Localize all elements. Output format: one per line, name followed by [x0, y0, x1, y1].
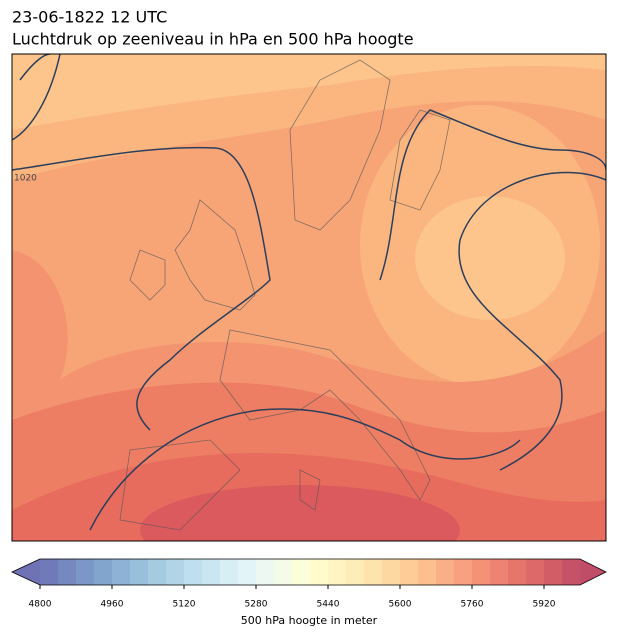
colorbar-segment: [220, 559, 239, 585]
colorbar-segment: [166, 559, 185, 585]
colorbar-segment: [544, 559, 563, 585]
colorbar-segment: [58, 559, 77, 585]
tick-label: 5280: [245, 600, 268, 610]
colorbar-segment: [274, 559, 293, 585]
colorbar-segment: [238, 559, 257, 585]
map-frame: [11, 53, 607, 542]
colorbar-extend: [580, 559, 606, 585]
colorbar-segment: [310, 559, 329, 585]
colorbar-segment: [328, 559, 347, 585]
colorbar-frame: [11, 558, 607, 586]
tick-label: 4960: [101, 600, 124, 610]
colorbar: 4800 4960 5120 5280 5440 5600 5760 5920: [11, 558, 607, 610]
colorbar-segment: [76, 559, 95, 585]
field: [12, 54, 606, 130]
contour-label: 1020: [14, 174, 37, 184]
colorbar-segment: [508, 559, 527, 585]
colorbar-segment: [490, 559, 509, 585]
colorbar-segment: [112, 559, 131, 585]
colorbar-extend: [12, 559, 40, 585]
title: 23-06-1822 12 UTC: [12, 8, 167, 27]
field: [415, 196, 565, 320]
colorbar-segment: [292, 559, 311, 585]
colorbar-segment: [454, 559, 473, 585]
colorbar-segment: [148, 559, 167, 585]
colorbar-segment: [256, 559, 275, 585]
colorbar-segment: [130, 559, 149, 585]
tick-label: 5440: [317, 600, 340, 610]
colorbar-segment: [382, 559, 401, 585]
colorbar-segment: [562, 559, 581, 585]
colorbar-segment: [202, 559, 221, 585]
tick-label: 5760: [461, 600, 484, 610]
field: [140, 485, 460, 541]
colorbar-label: 500 hPa hoogte in meter: [241, 614, 378, 627]
colorbar-segment: [472, 559, 491, 585]
colorbar-segment: [436, 559, 455, 585]
colorbar-segment: [418, 559, 437, 585]
colorbar-segment: [94, 559, 113, 585]
colorbar-segment: [364, 559, 383, 585]
tick-label: 4800: [29, 600, 52, 610]
tick-label: 5600: [389, 600, 412, 610]
coastlines: [119, 59, 451, 531]
colorbar-segment: [400, 559, 419, 585]
tick-label: 5120: [173, 600, 196, 610]
tick-label: 5920: [533, 600, 556, 610]
colorbar-segment: [184, 559, 203, 585]
colorbar-segment: [526, 559, 545, 585]
subtitle: Luchtdruk op zeeniveau in hPa en 500 hPa…: [12, 30, 414, 49]
map: 1020: [12, 54, 606, 541]
colorbar-segment: [40, 559, 59, 585]
colorbar-segment: [346, 559, 365, 585]
